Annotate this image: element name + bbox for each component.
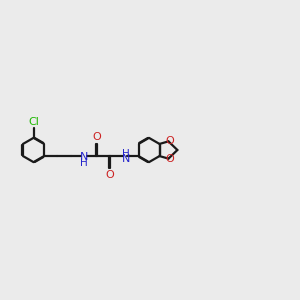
Text: H: H [80,158,88,168]
Text: N: N [80,152,88,162]
Text: O: O [92,132,101,142]
Text: N: N [122,154,130,164]
Text: H: H [122,149,130,159]
Text: O: O [105,170,114,180]
Text: O: O [166,136,174,146]
Text: O: O [166,154,174,164]
Text: Cl: Cl [28,117,39,127]
